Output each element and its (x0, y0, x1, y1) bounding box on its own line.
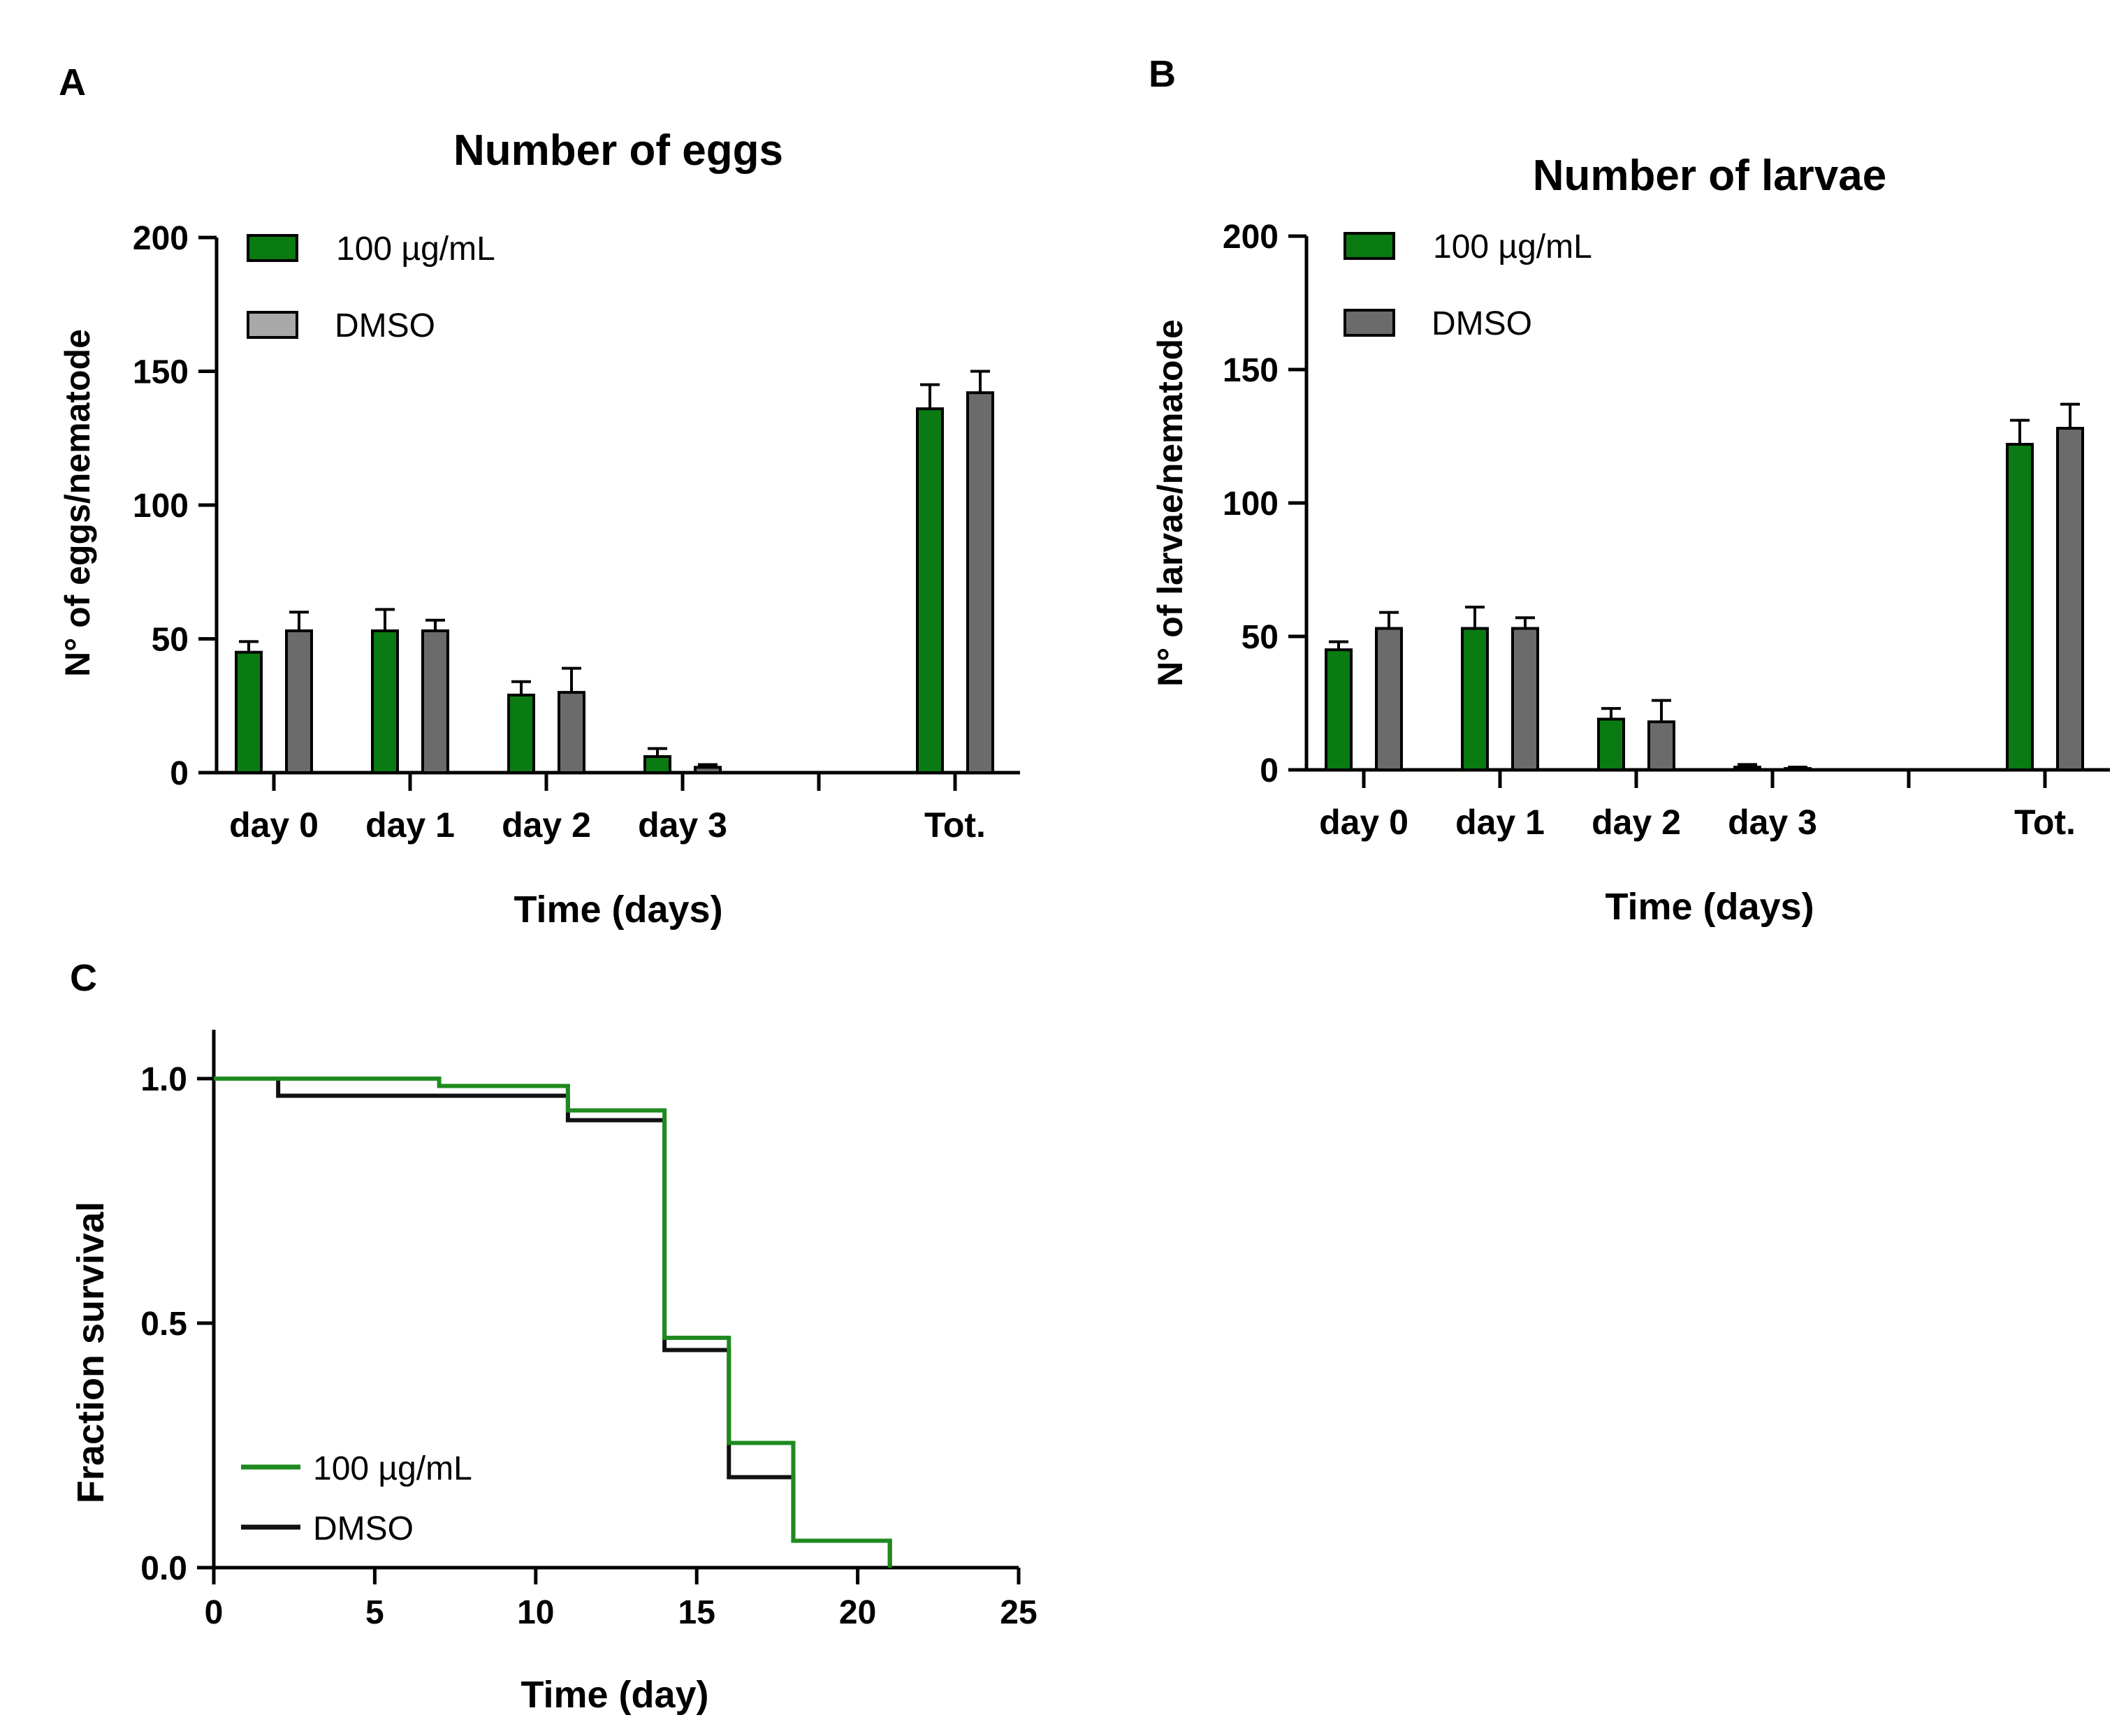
chart-larvae-legend-swatch-treated (1344, 232, 1395, 260)
chart-eggs-bar-dmso (558, 691, 585, 774)
chart-eggs-bar-dmso (421, 629, 449, 775)
chart-survival-line-dmso (214, 1077, 892, 1568)
panel-letter-a: A (59, 61, 86, 103)
chart-larvae-y-tick-label: 150 (1223, 352, 1279, 389)
chart-larvae-xlabel: Time (days) (1605, 886, 1814, 928)
chart-larvae-legend-swatch-dmso (1344, 309, 1395, 337)
chart-larvae-bar-dmso (1511, 627, 1539, 771)
chart-eggs-bar-dmso (694, 766, 722, 774)
chart-survival-ylabel: Fraction survival (70, 1202, 112, 1503)
chart-larvae-x-tick-label: day 0 (1319, 803, 1408, 842)
chart-eggs-x-tick-label: day 2 (502, 805, 591, 845)
chart-larvae-bar-dmso (1375, 627, 1403, 771)
chart-larvae-bar-treated (1461, 627, 1489, 771)
chart-eggs-bar-dmso (966, 391, 994, 774)
chart-larvae-bar-treated (2006, 442, 2034, 772)
chart-larvae-bar-dmso (2056, 427, 2084, 771)
chart-survival-x-tick-label: 0 (205, 1594, 224, 1631)
chart-larvae-y-tick-label: 0 (1260, 752, 1279, 789)
chart-larvae-bar-treated (1325, 648, 1353, 771)
panel-letter-c: C (70, 957, 97, 999)
chart-survival-y-tick-label: 0.5 (140, 1306, 187, 1343)
chart-survival-x-tick-label: 20 (839, 1594, 876, 1631)
chart-eggs-x-tick-label: Tot. (924, 805, 986, 845)
chart-survival-legend-label-treated: 100 µg/mL (313, 1450, 472, 1487)
chart-larvae-x-tick-label: day 2 (1592, 803, 1681, 842)
chart-survival-y-tick-label: 1.0 (140, 1061, 187, 1098)
chart-larvae-bar-treated (1733, 766, 1761, 772)
chart-eggs-x-tick-label: day 1 (365, 805, 455, 845)
chart-larvae: Number of larvae N° of larvae/nematode T… (1151, 152, 2110, 928)
chart-survival-legend-label-dmso: DMSO (313, 1510, 414, 1547)
chart-eggs-bar-treated (916, 407, 944, 774)
chart-survival-x-tick-label: 25 (1000, 1594, 1037, 1631)
panel-letter-b: B (1149, 53, 1176, 95)
chart-survival-xlabel: Time (day) (520, 1674, 708, 1716)
chart-eggs-bar-treated (235, 650, 263, 775)
chart-eggs-x-tick-label: day 3 (638, 805, 727, 845)
chart-eggs-y-tick-label: 200 (133, 220, 189, 257)
chart-eggs-bar-treated (507, 693, 535, 774)
chart-eggs-y-tick-label: 150 (133, 354, 189, 391)
chart-eggs-bar-dmso (285, 629, 313, 775)
chart-larvae-y-tick-label: 100 (1223, 486, 1279, 523)
chart-survival-line-treated (214, 1077, 892, 1568)
chart-eggs-legend-label-treated: 100 µg/mL (336, 231, 495, 268)
chart-eggs-ylabel: N° of eggs/nematode (58, 329, 97, 677)
chart-eggs-bar-treated (371, 629, 399, 775)
chart-eggs-y-tick-label: 0 (170, 755, 189, 792)
chart-larvae-bar-treated (1597, 717, 1625, 772)
chart-eggs-y-tick-label: 50 (152, 622, 189, 659)
chart-larvae-bar-dmso (1647, 720, 1675, 771)
chart-larvae-bar-dmso (1784, 767, 1812, 771)
chart-larvae-x-tick-label: day 3 (1728, 803, 1817, 842)
chart-eggs-legend-swatch-dmso (247, 311, 298, 339)
chart-eggs-y-tick-label: 100 (133, 488, 189, 525)
chart-larvae-ylabel: N° of larvae/nematode (1151, 319, 1190, 687)
chart-eggs-legend-swatch-treated (247, 234, 298, 262)
chart-larvae-legend-label-treated: 100 µg/mL (1433, 228, 1592, 265)
chart-eggs-legend-label-dmso: DMSO (335, 307, 435, 344)
chart-eggs-x-tick-label: day 0 (229, 805, 319, 845)
chart-eggs-xlabel: Time (days) (514, 889, 722, 931)
chart-survival-x-tick-label: 10 (517, 1594, 554, 1631)
chart-eggs: Number of eggs N° of eggs/nematode Time … (58, 126, 1020, 931)
chart-larvae-x-tick-label: day 1 (1455, 803, 1545, 842)
chart-larvae-y-tick-label: 50 (1242, 619, 1279, 656)
chart-larvae-y-tick-label: 200 (1223, 219, 1279, 256)
chart-larvae-title: Number of larvae (1533, 152, 1887, 200)
chart-larvae-x-tick-label: Tot. (2014, 803, 2076, 842)
chart-survival: Fraction survival Time (day) 0.0 0.5 1.0 0 5… (70, 1030, 1037, 1716)
chart-eggs-title: Number of eggs (453, 126, 783, 175)
chart-larvae-legend-label-dmso: DMSO (1432, 305, 1532, 342)
chart-survival-y-tick-label: 0.0 (140, 1550, 187, 1587)
chart-survival-x-tick-label: 5 (365, 1594, 384, 1631)
chart-survival-x-tick-label: 15 (678, 1594, 715, 1631)
chart-eggs-bar-treated (643, 755, 671, 775)
